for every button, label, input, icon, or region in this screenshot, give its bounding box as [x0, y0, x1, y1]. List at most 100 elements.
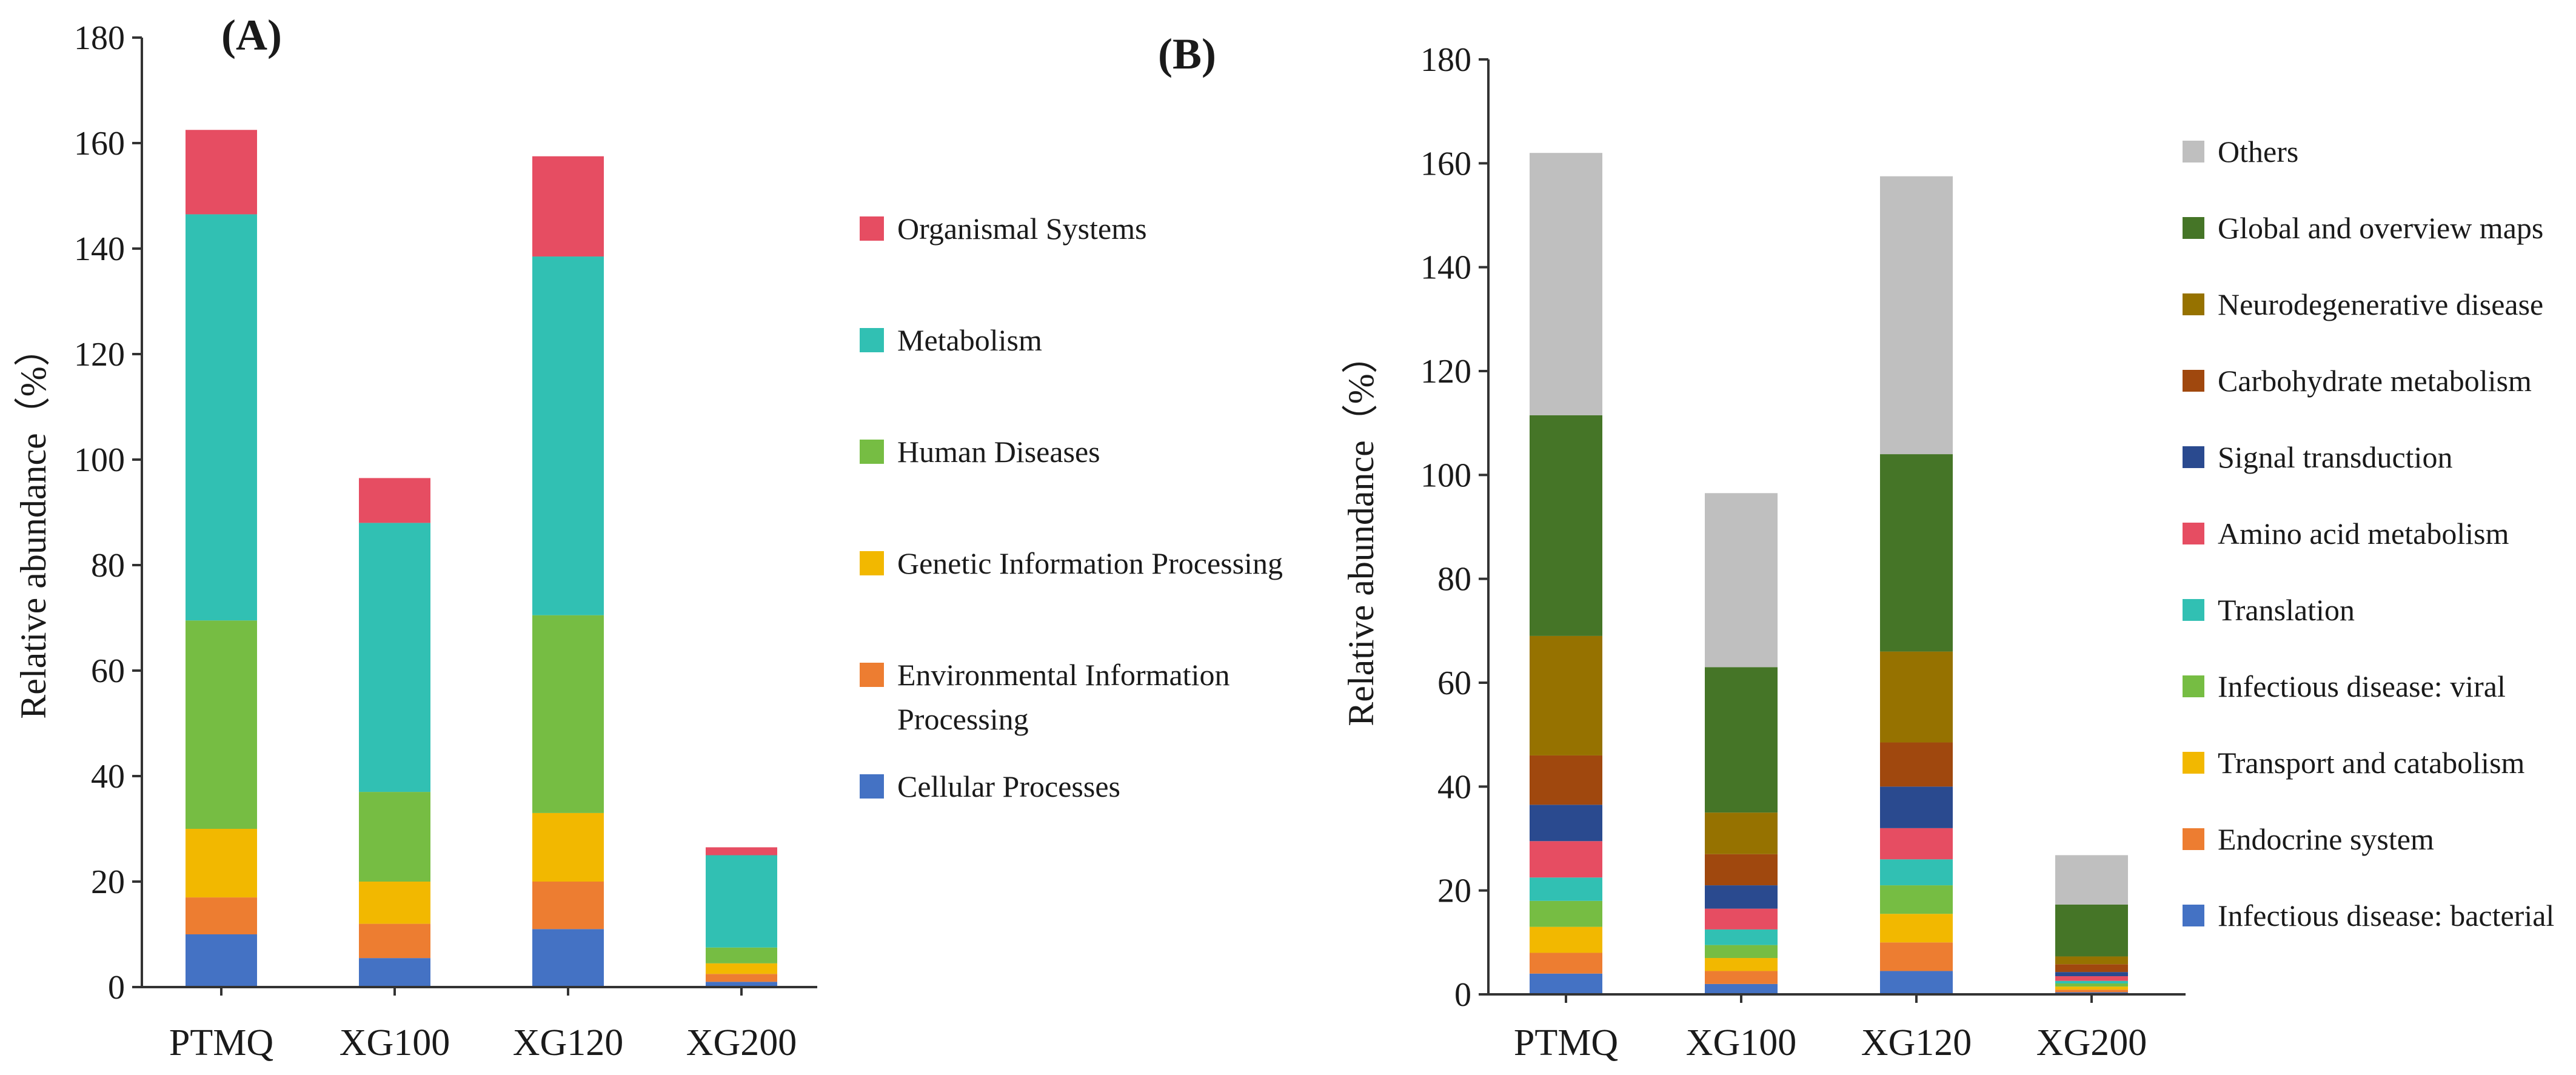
- bar-xg100-cellular-processes: [359, 958, 430, 987]
- bar-xg100-human-diseases: [359, 792, 430, 882]
- panel-label-b: (B): [1158, 30, 1216, 78]
- bar-ptmq-genetic-information-processing: [186, 829, 257, 898]
- bar-xg120-amino-acid-metabolism: [1880, 828, 1953, 860]
- y-axis-title-a: Relative abundance（%）: [13, 330, 53, 718]
- legend-label-genetic-information-processing: Genetic Information Processing: [897, 546, 1283, 580]
- y-tick-label: 140: [74, 230, 125, 268]
- x-tick-label-xg100: XG100: [340, 1022, 450, 1063]
- bar-xg200-amino-acid-metabolism: [2055, 976, 2128, 981]
- bar-xg100-signal-transduction: [1705, 885, 1778, 909]
- bar-xg120-translation: [1880, 859, 1953, 886]
- y-axis-ticks-a: 0 20 40 60 80 100 120 140 160 180: [74, 19, 142, 1006]
- bar-ptmq-metabolism: [186, 214, 257, 621]
- legend-swatch-amino-acid-metabolism: [2183, 523, 2204, 544]
- bar-xg200-environmental-information-processing: [706, 974, 777, 982]
- legend-swatch-neurodegenerative-disease: [2183, 293, 2204, 315]
- legend-label-infectious-disease-bacterial: Infectious disease: bacterial: [2218, 899, 2554, 933]
- bars-a: [186, 130, 777, 987]
- legend-label-human-diseases: Human Diseases: [897, 435, 1100, 469]
- y-tick-label: 180: [1420, 41, 1471, 79]
- bar-xg100-transport-and-catabolism: [1705, 958, 1778, 971]
- y-tick-label: 80: [1437, 561, 1471, 598]
- bar-ptmq-infectious-disease-bacterial: [1530, 973, 1602, 994]
- panel-label-a: (A): [221, 11, 282, 59]
- bar-xg200-genetic-information-processing: [706, 963, 777, 974]
- bar-xg120-carbohydrate-metabolism: [1880, 742, 1953, 787]
- bar-ptmq-amino-acid-metabolism: [1530, 841, 1602, 878]
- legend-swatch-cellular-processes: [860, 774, 884, 799]
- bars-b: [1530, 153, 2128, 994]
- x-tick-label-ptmq: PTMQ: [1514, 1022, 1618, 1063]
- bar-xg200-human-diseases: [706, 947, 777, 963]
- legend-label-others: Others: [2218, 135, 2298, 169]
- bar-xg100-translation: [1705, 929, 1778, 945]
- legend-b: Others Global and overview maps Neurodegen…: [2183, 135, 2554, 933]
- y-tick-label: 180: [74, 19, 125, 57]
- legend-label-neurodegenerative-disease: Neurodegenerative disease: [2218, 287, 2543, 321]
- legend-swatch-metabolism: [860, 328, 884, 352]
- bar-xg120-organismal-systems: [532, 156, 604, 257]
- bar-ptmq-transport-and-catabolism: [1530, 926, 1602, 953]
- y-tick-label: 100: [74, 441, 125, 479]
- bar-xg200-signal-transduction: [2055, 972, 2128, 977]
- legend-label-translation: Translation: [2218, 593, 2355, 627]
- bar-xg200-others: [2055, 855, 2128, 905]
- legend-label-transport-and-catabolism: Transport and catabolism: [2218, 746, 2525, 780]
- bar-xg120-signal-transduction: [1880, 786, 1953, 828]
- x-tick-label-xg200: XG200: [2036, 1022, 2147, 1063]
- y-tick-label: 60: [91, 652, 125, 690]
- legend-swatch-signal-transduction: [2183, 446, 2204, 468]
- bar-xg100-others: [1705, 493, 1778, 668]
- chart-b: (B) Relative abundance（%） 0 20 40 60 80 100 12…: [1158, 30, 2554, 1063]
- y-tick-label: 40: [1437, 768, 1471, 806]
- bar-xg120-global-and-overview-maps: [1880, 454, 1953, 652]
- bar-xg200-neurodegenerative-disease: [2055, 956, 2128, 965]
- bar-xg100-environmental-information-processing: [359, 923, 430, 959]
- legend-swatch-human-diseases: [860, 440, 884, 464]
- legend-swatch-infectious-disease-bacterial: [2183, 905, 2204, 926]
- y-tick-label: 0: [1454, 976, 1471, 1014]
- bar-xg120-environmental-information-processing: [532, 882, 604, 929]
- x-tick-label-xg120: XG120: [1861, 1022, 1972, 1063]
- y-axis-title-b: Relative abundance（%）: [1341, 337, 1381, 726]
- legend-swatch-translation: [2183, 599, 2204, 621]
- bar-ptmq-infectious-disease-viral: [1530, 900, 1602, 927]
- legend-label-metabolism: Metabolism: [897, 323, 1042, 357]
- y-tick-label: 120: [1420, 353, 1471, 390]
- legend-label-organismal-systems: Organismal Systems: [897, 212, 1147, 246]
- legend-swatch-genetic-information-processing: [860, 551, 884, 575]
- x-axis-labels-b: PTMQ XG100 XG120 XG200: [1514, 994, 2147, 1063]
- y-tick-label: 0: [108, 969, 125, 1006]
- bar-xg200-global-and-overview-maps: [2055, 904, 2128, 957]
- bar-xg100-genetic-information-processing: [359, 882, 430, 924]
- bar-xg120-others: [1880, 176, 1953, 455]
- y-tick-label: 40: [91, 758, 125, 795]
- bar-xg120-transport-and-catabolism: [1880, 914, 1953, 943]
- bar-xg120-cellular-processes: [532, 929, 604, 987]
- bar-ptmq-global-and-overview-maps: [1530, 415, 1602, 636]
- bar-xg200-endocrine-system: [2055, 990, 2128, 993]
- y-tick-label: 80: [91, 547, 125, 584]
- bar-ptmq-cellular-processes: [186, 934, 257, 987]
- bar-xg200-organismal-systems: [706, 847, 777, 856]
- bar-xg200-cellular-processes: [706, 982, 777, 987]
- legend-swatch-transport-and-catabolism: [2183, 752, 2204, 774]
- bar-xg100-organismal-systems: [359, 478, 430, 523]
- x-tick-label-xg120: XG120: [513, 1022, 624, 1063]
- legend-swatch-environmental-information-processing: [860, 663, 884, 687]
- y-tick-label: 120: [74, 336, 125, 373]
- bar-xg200-translation: [2055, 980, 2128, 984]
- bar-xg120-endocrine-system: [1880, 942, 1953, 971]
- bar-ptmq-signal-transduction: [1530, 805, 1602, 842]
- x-tick-label-xg200: XG200: [686, 1022, 797, 1063]
- legend-swatch-infectious-disease-viral: [2183, 675, 2204, 697]
- bar-xg200-infectious-disease-viral: [2055, 983, 2128, 987]
- legend-label-amino-acid-metabolism: Amino acid metabolism: [2218, 517, 2509, 551]
- bar-xg120-infectious-disease-bacterial: [1880, 971, 1953, 994]
- legend-swatch-endocrine-system: [2183, 828, 2204, 850]
- bar-ptmq-organismal-systems: [186, 130, 257, 215]
- bar-ptmq-human-diseases: [186, 620, 257, 829]
- chart-a: (A) Relative abundance（%） 0 20 40 60 80 100 12…: [13, 11, 1283, 1063]
- bar-xg100-infectious-disease-bacterial: [1705, 983, 1778, 994]
